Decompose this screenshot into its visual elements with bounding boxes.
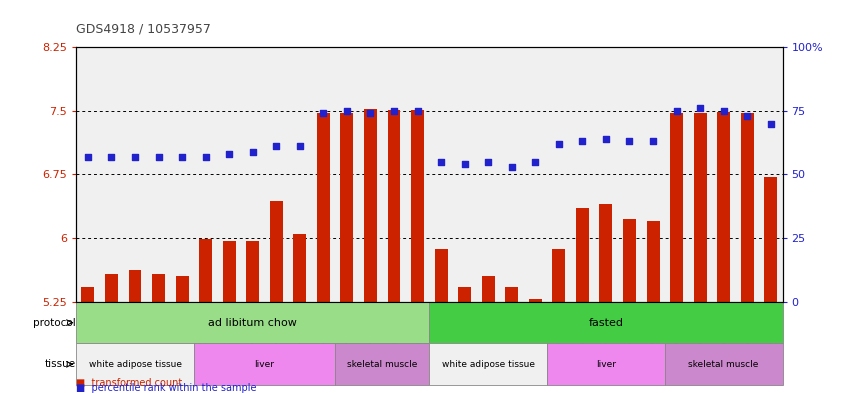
Bar	[547, 343, 665, 385]
Point	[129, 154, 142, 160]
Point	[670, 108, 684, 114]
Text: protocol: protocol	[33, 318, 76, 328]
Bar	[152, 274, 165, 302]
Text: GDS4918 / 10537957: GDS4918 / 10537957	[76, 22, 211, 35]
Bar	[270, 201, 283, 302]
Bar	[81, 287, 95, 302]
Bar	[764, 177, 777, 302]
Point	[717, 108, 730, 114]
Bar	[105, 274, 118, 302]
Point	[387, 108, 401, 114]
Point	[81, 154, 95, 160]
Text: fasted: fasted	[589, 318, 624, 328]
Bar	[623, 219, 636, 302]
Point	[411, 108, 425, 114]
Bar	[317, 113, 330, 302]
Point	[364, 110, 377, 116]
Point	[623, 138, 636, 145]
Point	[481, 159, 495, 165]
Bar	[529, 299, 541, 302]
Bar	[76, 302, 429, 343]
Text: liver: liver	[596, 360, 616, 369]
Point	[105, 154, 118, 160]
Bar	[459, 287, 471, 302]
Bar	[335, 343, 429, 385]
Bar	[717, 112, 730, 302]
Bar	[176, 276, 189, 302]
Bar	[670, 112, 683, 302]
Text: skeletal muscle: skeletal muscle	[689, 360, 759, 369]
Point	[694, 105, 707, 112]
Bar	[576, 208, 589, 302]
Bar	[411, 110, 424, 302]
Bar	[435, 249, 448, 302]
Bar	[600, 204, 613, 302]
Text: ad libitum chow: ad libitum chow	[208, 318, 297, 328]
Point	[316, 110, 330, 116]
Point	[599, 136, 613, 142]
Text: skeletal muscle: skeletal muscle	[347, 360, 417, 369]
Point	[175, 154, 189, 160]
Bar	[199, 239, 212, 302]
Point	[646, 138, 660, 145]
Point	[270, 143, 283, 150]
Point	[222, 151, 236, 157]
Point	[151, 154, 165, 160]
Text: ■  percentile rank within the sample: ■ percentile rank within the sample	[76, 383, 256, 393]
Point	[293, 143, 306, 150]
Bar	[481, 276, 495, 302]
Bar	[741, 112, 754, 302]
Text: white adipose tissue: white adipose tissue	[89, 360, 182, 369]
Text: white adipose tissue: white adipose tissue	[442, 360, 535, 369]
Bar	[665, 343, 783, 385]
Bar	[222, 241, 236, 302]
Point	[740, 113, 754, 119]
Bar	[76, 343, 194, 385]
Point	[764, 120, 777, 127]
Point	[529, 159, 542, 165]
Bar	[194, 343, 335, 385]
Bar	[387, 110, 400, 302]
Bar	[646, 221, 660, 302]
Bar	[694, 112, 706, 302]
Point	[246, 149, 260, 155]
Bar	[505, 287, 519, 302]
Point	[575, 138, 589, 145]
Bar	[246, 241, 259, 302]
Bar	[552, 249, 565, 302]
Bar	[364, 109, 377, 302]
Text: liver: liver	[255, 360, 274, 369]
Point	[458, 161, 471, 167]
Bar	[294, 234, 306, 302]
Point	[199, 154, 212, 160]
Point	[434, 159, 448, 165]
Point	[552, 141, 566, 147]
Text: tissue: tissue	[45, 359, 76, 369]
Bar	[429, 302, 783, 343]
Text: ■  transformed count: ■ transformed count	[76, 378, 183, 388]
Point	[505, 164, 519, 170]
Bar	[340, 112, 354, 302]
Point	[340, 108, 354, 114]
Bar	[129, 270, 141, 302]
Bar	[429, 343, 547, 385]
